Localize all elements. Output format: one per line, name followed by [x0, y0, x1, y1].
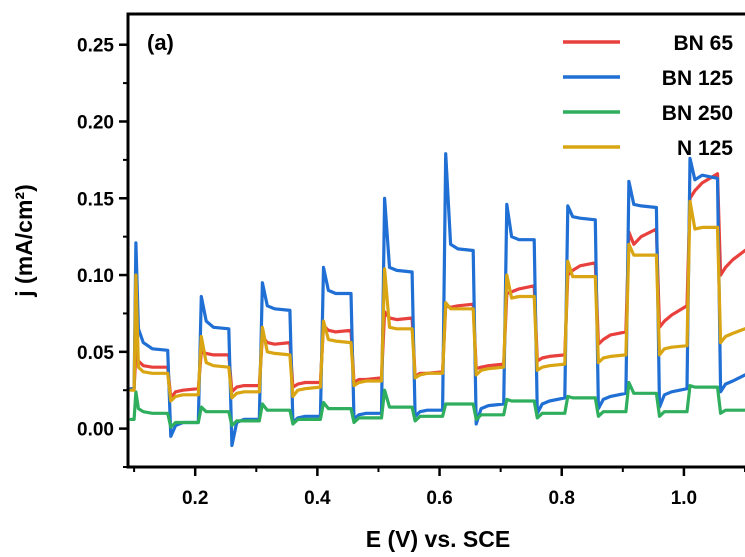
- plot-lines: [129, 152, 745, 448]
- y-tick-label: 0.20: [77, 112, 114, 133]
- y-tick-label: 0.00: [77, 420, 114, 441]
- x-axis-title: E (V) vs. SCE: [366, 526, 510, 552]
- series-line-n-125: [129, 199, 745, 403]
- x-tick-label: 0.4: [304, 488, 331, 509]
- legend-label-bn-125: BN 125: [662, 67, 734, 90]
- y-tick-label: 0.05: [77, 343, 114, 364]
- panel-label: (a): [147, 30, 174, 55]
- legend-label-bn-65: BN 65: [673, 32, 733, 55]
- legend-label-n-125: N 125: [677, 137, 733, 160]
- legend-label-bn-250: BN 250: [662, 102, 733, 125]
- series-line-bn-125: [129, 152, 745, 448]
- y-tick-label: 0.25: [77, 36, 114, 57]
- y-axis-title: j (mA/cm²): [11, 184, 37, 297]
- y-tick-label: 0.10: [77, 266, 114, 287]
- x-tick-label: 0.2: [182, 488, 208, 509]
- x-tick-label: 0.6: [426, 488, 452, 509]
- x-tick-label: 1.0: [671, 488, 697, 509]
- series-line-bn-250: [129, 380, 745, 429]
- x-tick-label: 0.8: [549, 488, 575, 509]
- legend: BN 65 BN 125 BN 250 N 125: [563, 32, 733, 160]
- axes: 0.2 0.4 0.6 0.8 1.0 0.00 0.05 0.10 0.15 0.20 0.25: [77, 12, 745, 509]
- y-tick-label: 0.15: [77, 189, 114, 210]
